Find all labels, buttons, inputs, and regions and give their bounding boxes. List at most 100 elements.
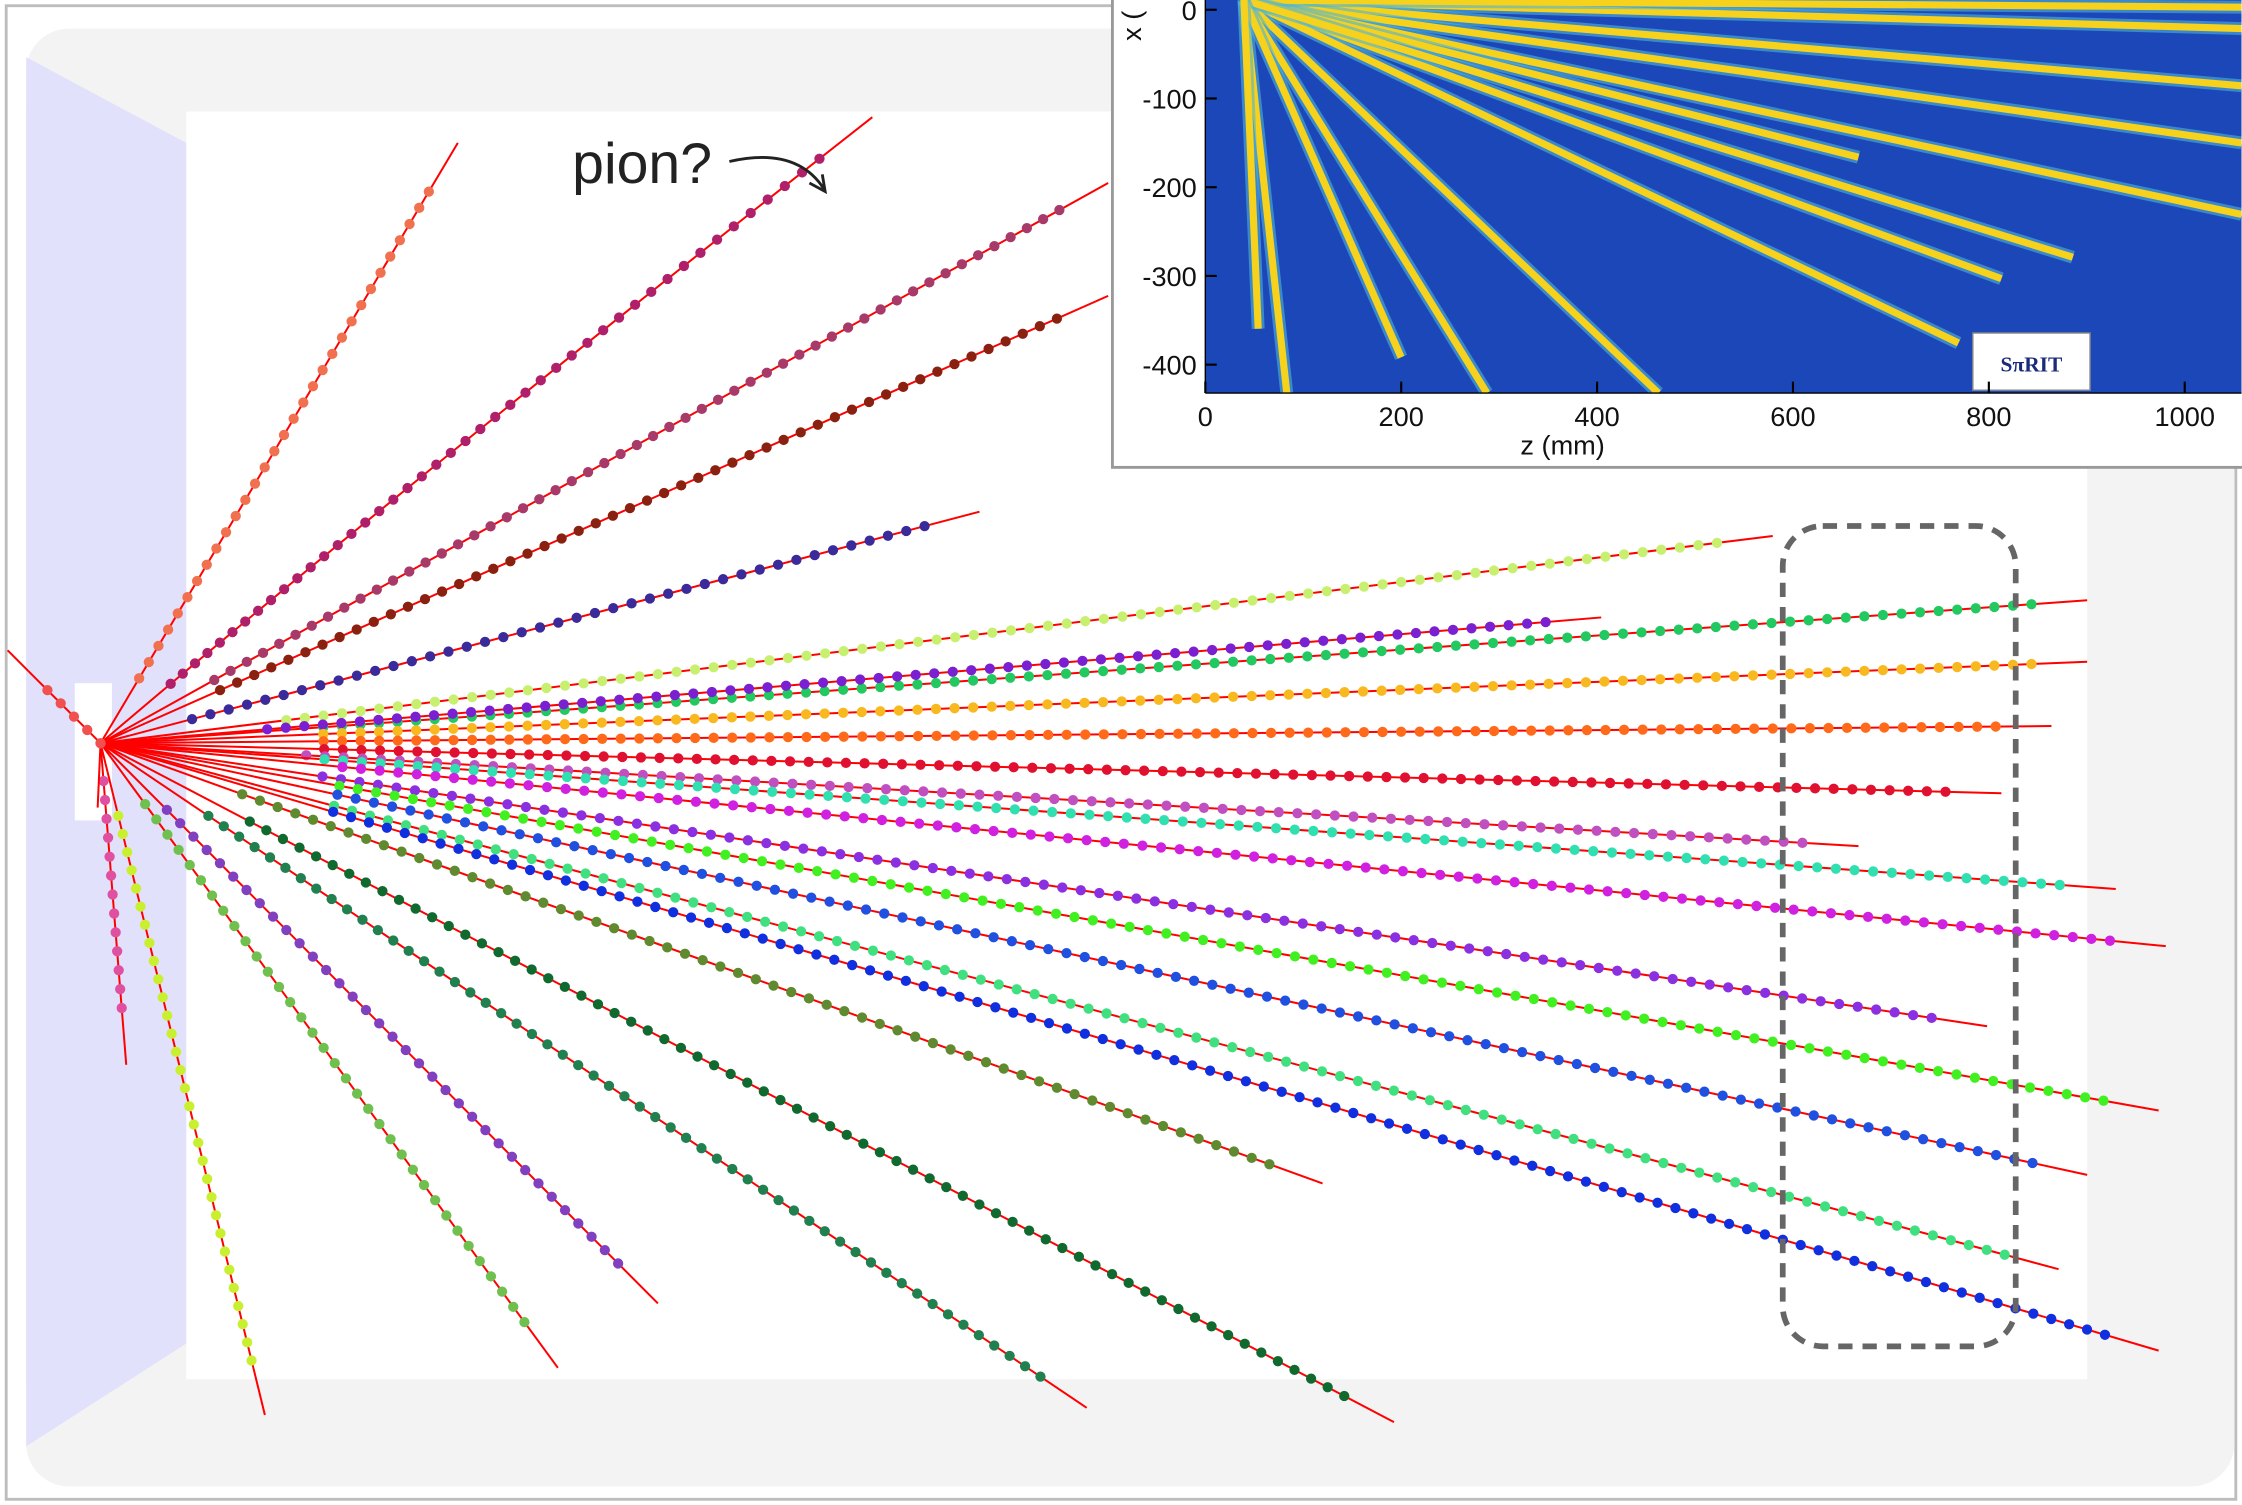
hit [1061,669,1071,679]
hit [388,494,398,504]
hit [1229,1146,1239,1156]
hit [404,566,414,576]
hit [417,471,427,481]
hit [1057,1243,1067,1253]
hit [486,690,496,700]
hit [813,420,823,430]
hit [830,412,840,422]
hit [334,978,344,988]
hit [697,869,707,879]
hit [560,1205,570,1215]
hit [786,987,796,997]
hit [1386,814,1396,824]
hit [357,915,367,925]
hit [762,682,772,692]
hit [1681,1083,1691,1093]
hit [496,1008,506,1018]
hit [112,946,122,956]
hit [1008,1007,1018,1017]
hit [56,698,66,708]
hit [1043,730,1053,740]
hit [745,711,755,721]
hit [1005,673,1015,683]
hit [1225,984,1235,994]
hit [1323,859,1333,869]
hit [592,827,602,837]
hit [1670,1203,1680,1213]
hit [404,946,414,956]
hit [95,738,105,748]
hit [2028,1309,2038,1319]
hit [1658,892,1668,902]
hit [972,802,982,812]
hit [767,787,777,797]
hit [1042,670,1052,680]
hit [843,900,853,910]
hit [355,716,365,726]
hit [467,1112,477,1122]
hit [839,646,849,656]
hit [1094,888,1104,898]
hit [709,1060,719,1070]
hit [990,762,1000,772]
hit [265,852,275,862]
hit [1366,1113,1376,1123]
hit [430,724,440,734]
hit [1729,671,1739,681]
hit [299,721,309,731]
hit [1841,1050,1851,1060]
y-axis-label: x ( [1116,11,1147,41]
hit [1122,812,1132,822]
hit [1584,884,1594,894]
hit [308,815,318,825]
hit [1868,866,1878,876]
hit [1117,611,1127,621]
hit [209,675,219,685]
hit [1656,724,1666,734]
hit [1677,893,1687,903]
hit [1024,700,1034,710]
hit [1277,1087,1287,1097]
hit [1905,869,1915,879]
hit [617,752,627,762]
hit [1608,1067,1618,1077]
hit [1241,1076,1251,1086]
hit [382,823,392,833]
hit [1692,673,1702,683]
hit [1474,984,1484,994]
hit [355,593,365,603]
hit [175,1065,185,1075]
hit [840,811,850,821]
hit [1425,1095,1435,1105]
hit [859,313,869,323]
hit [1381,772,1391,782]
hit [342,904,352,914]
hit [1972,722,1982,732]
hit [1062,618,1072,628]
hit [560,719,570,729]
hit [1729,621,1739,631]
hit [578,678,588,688]
hit [1722,833,1732,843]
hit [615,449,625,459]
hit [969,630,979,640]
hit [973,250,983,260]
hit [1896,664,1906,674]
hit [1469,682,1479,692]
hit [1081,835,1091,845]
hit [1822,614,1832,624]
hit [1178,816,1188,826]
hit [337,762,347,772]
hit [796,926,806,936]
hit [1693,540,1703,550]
hit [635,791,645,801]
hit [1024,671,1034,681]
hit [1820,1201,1830,1211]
hit [352,624,362,634]
hit [427,1072,437,1082]
hit [1135,663,1145,673]
hit [1080,729,1090,739]
hit [1693,724,1703,734]
hit [1098,697,1108,707]
hit [1069,912,1079,922]
